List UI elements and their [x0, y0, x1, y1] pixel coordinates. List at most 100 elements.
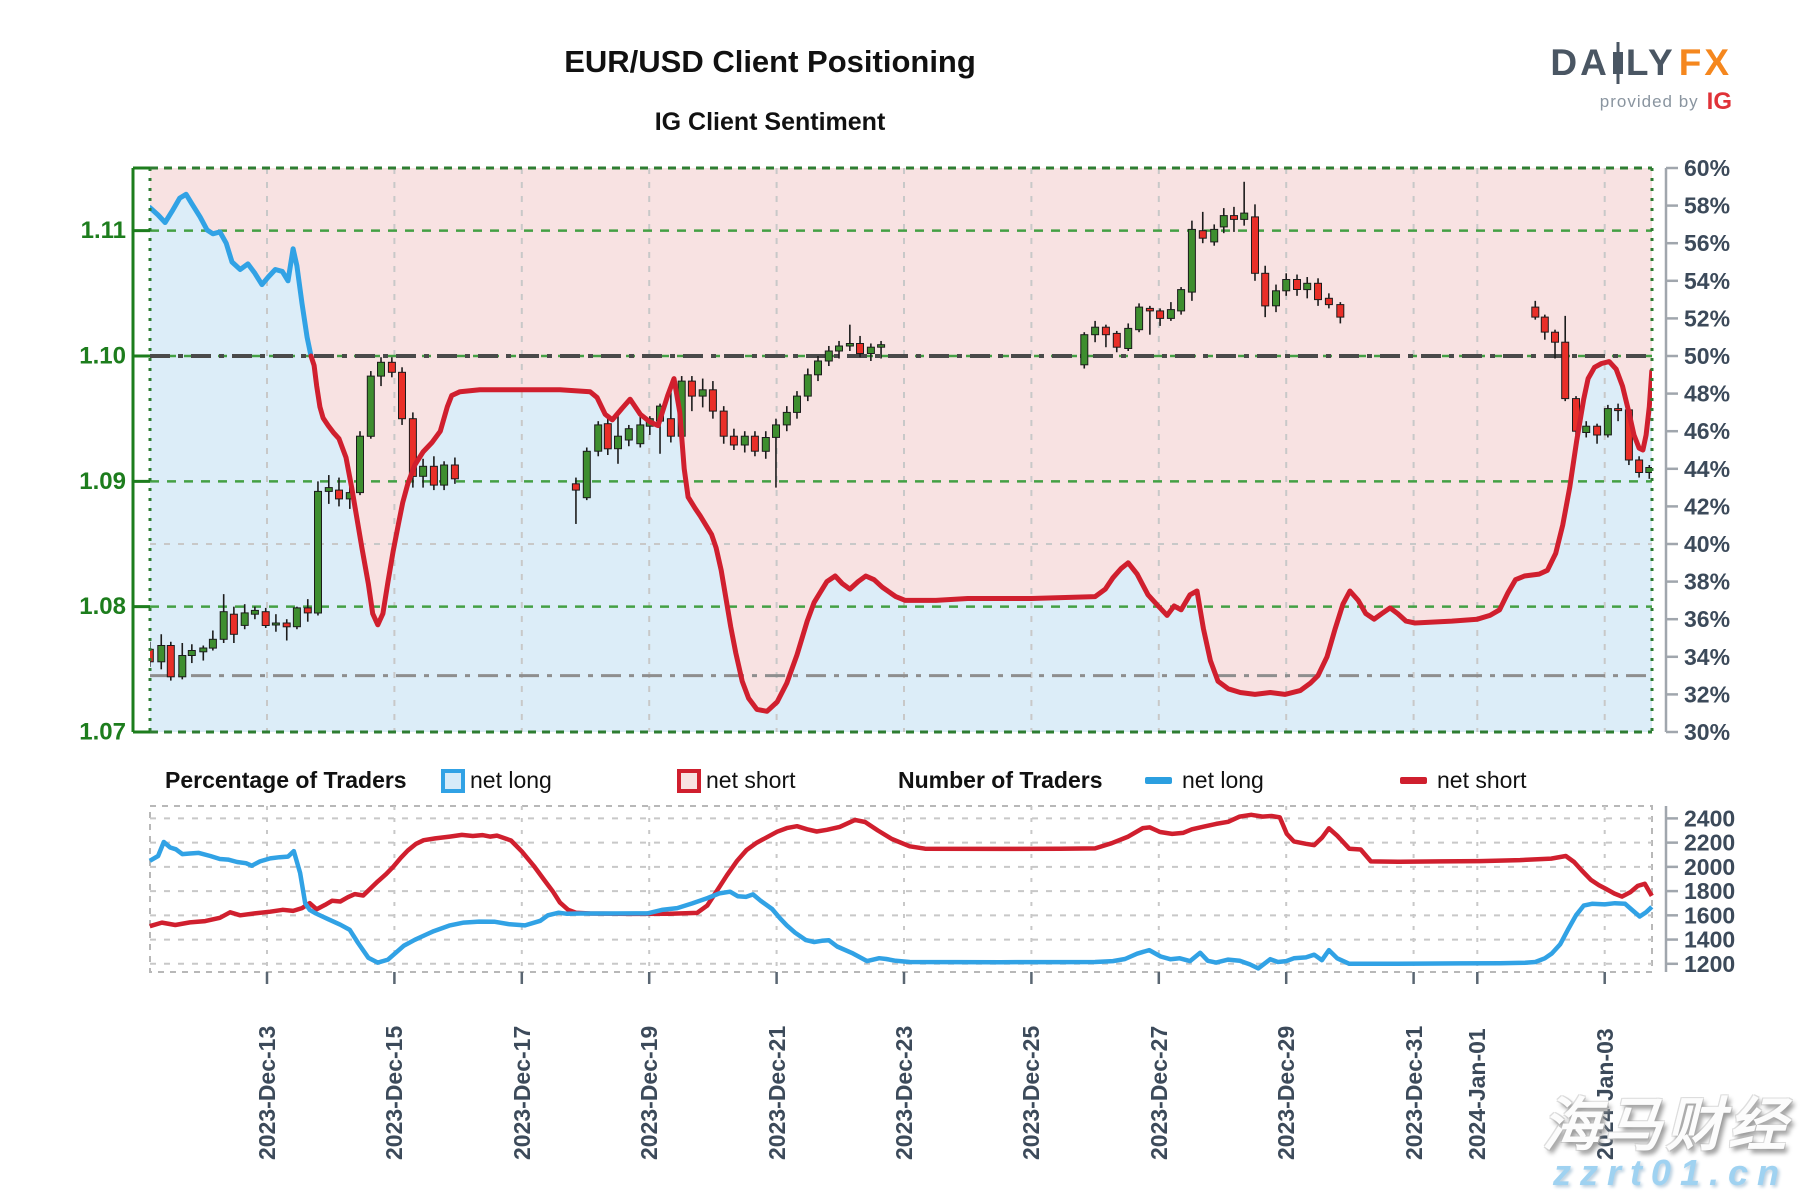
candle-up: [1166, 309, 1175, 319]
candle-up: [219, 611, 228, 640]
candle-down: [1293, 279, 1301, 290]
candle-up: [292, 607, 301, 628]
candle-up: [845, 343, 854, 347]
x-axis-ticks: [265, 972, 1606, 984]
candle-up: [1091, 326, 1100, 336]
legend: Percentage of Traders net long net short…: [0, 762, 1800, 798]
percent-axis-label: 54%: [1684, 268, 1730, 294]
candle-down: [687, 380, 696, 397]
candle-up: [199, 647, 208, 653]
x-axis-date-label: 2023-Dec-21: [763, 1025, 790, 1160]
price-axis-label: 1.08: [79, 593, 126, 620]
x-axis-date-label: 2024-Jan-01: [1464, 1028, 1491, 1160]
legend-header-percentage-of-traders: Percentage of Traders: [165, 767, 407, 793]
logo-text-fx: FX: [1678, 42, 1732, 83]
count-axis-label: 1200: [1684, 951, 1735, 977]
candle-up: [1603, 408, 1612, 436]
logo-text-da: DA: [1550, 42, 1610, 83]
sentiment-line-net-short-segment: [308, 353, 1652, 714]
percent-axis: 30% 32% 34% 36% 38% 40% 42% 44% 46% 48% 50% 52% 54% 5…: [1664, 155, 1730, 745]
net-long-count-swatch: [1145, 777, 1172, 784]
candle-down: [1230, 215, 1238, 220]
price-axis-label: 1.09: [79, 468, 126, 495]
percent-axis-label: 30%: [1684, 719, 1730, 745]
price-axis-label: 1.07: [79, 719, 126, 746]
candle-up: [636, 424, 645, 445]
candle-down: [1614, 408, 1623, 412]
traders-net-long-line: [148, 839, 1654, 971]
candle-down: [398, 371, 406, 420]
candle-up: [782, 411, 791, 426]
candle-down: [1540, 316, 1549, 333]
watermark-brand: 海马财经: [1541, 1093, 1790, 1158]
candle-up: [356, 435, 364, 494]
candle-up: [377, 361, 385, 377]
candle-down: [1261, 272, 1270, 307]
candle-down: [1593, 425, 1602, 436]
percent-axis-label: 32%: [1684, 681, 1730, 707]
candle-up: [594, 424, 603, 452]
percent-axis-label: 58%: [1684, 193, 1730, 219]
logo-text-ly: LY: [1625, 42, 1676, 83]
candle-up: [1282, 279, 1291, 292]
ig-logo: IG: [1706, 88, 1732, 115]
legend-label-net-long-pct: net long: [470, 767, 552, 793]
candle-up: [793, 395, 801, 413]
page-subtitle: IG Client Sentiment: [654, 108, 886, 136]
candle-up: [582, 450, 591, 499]
candle-down: [1101, 326, 1110, 336]
traders-net-short-line: [149, 812, 1654, 929]
candle-down: [603, 423, 612, 450]
x-axis-date-label: 2023-Dec-19: [636, 1025, 663, 1160]
candle-up: [824, 350, 833, 362]
percent-axis-label: 42%: [1684, 493, 1730, 519]
candle-down: [1324, 297, 1333, 306]
legend-header-number-of-traders: Number of Traders: [898, 767, 1103, 793]
candle-down: [429, 465, 438, 486]
net-short-percent-swatch: [677, 769, 701, 793]
candle-up: [1303, 282, 1312, 291]
x-axis-date-label: 2023-Dec-27: [1145, 1025, 1172, 1160]
candle-up: [624, 428, 633, 441]
x-axis-date-label: 2023-Dec-13: [254, 1025, 280, 1160]
price-axis: 1.07 1.08 1.09 1.10 1.11: [79, 166, 150, 746]
x-axis-date-label: 2023-Dec-29: [1273, 1025, 1300, 1160]
candle-down: [666, 418, 675, 437]
percent-axis-label: 60%: [1684, 155, 1730, 181]
percent-axis-label: 44%: [1684, 456, 1730, 482]
candle-down: [729, 435, 738, 446]
watermark-url: zzrt01.cn: [1552, 1152, 1788, 1193]
x-axis-date-label: 2023-Dec-25: [1018, 1025, 1045, 1160]
candle-up: [835, 345, 843, 352]
candle-down: [335, 489, 343, 500]
candle-down: [1156, 310, 1165, 319]
candle-down: [387, 361, 396, 373]
candle-down: [1635, 459, 1644, 473]
candle-down: [303, 607, 312, 614]
candle-down: [166, 645, 175, 678]
x-axis-date-label: 2023-Dec-15: [381, 1025, 408, 1160]
candle-down: [1251, 216, 1259, 274]
count-axis-label: 1600: [1684, 902, 1735, 928]
candle-up: [814, 360, 822, 376]
candlestick-icon: [1612, 42, 1623, 84]
provided-by-label: provided by: [1599, 92, 1699, 111]
candle-down: [571, 483, 580, 491]
candle-down: [150, 648, 154, 663]
percent-axis-label: 52%: [1684, 305, 1730, 331]
count-axis-label: 1800: [1684, 878, 1735, 904]
candle-up: [1272, 290, 1280, 307]
net-short-count-swatch: [1400, 777, 1427, 784]
candle-up: [440, 464, 449, 486]
candle-down: [856, 343, 864, 354]
candle-up: [1177, 289, 1186, 312]
candle-up: [1124, 327, 1133, 349]
candle-down: [229, 613, 238, 635]
candle-up: [271, 622, 280, 626]
candle-up: [1240, 212, 1249, 220]
candle-up: [614, 435, 622, 450]
x-axis-date-label: 2023-Dec-17: [508, 1025, 535, 1160]
candle-up: [324, 487, 333, 492]
count-axis-label: 2200: [1684, 830, 1735, 856]
